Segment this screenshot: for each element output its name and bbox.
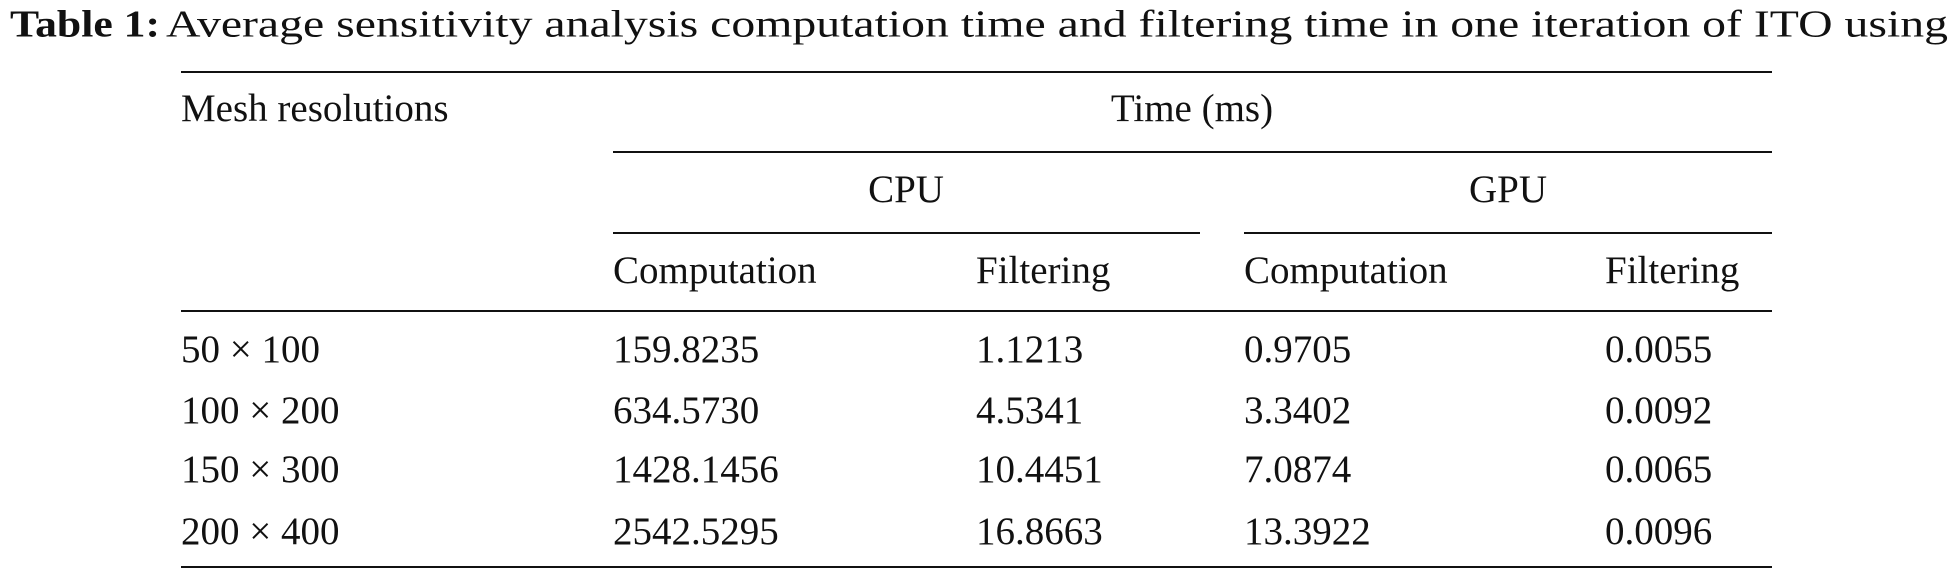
table-cell: 4.5341 [976, 389, 1083, 432]
table-cell: 7.0874 [1244, 448, 1351, 491]
column-header: Computation [1244, 249, 1448, 292]
subgroup-header: CPU [868, 168, 944, 211]
subgroup-header: GPU [1469, 168, 1547, 211]
table-cell: 0.9705 [1244, 328, 1351, 371]
table-cell: 3.3402 [1244, 389, 1351, 432]
row-label: 100 × 200 [181, 389, 340, 432]
table-cell: 0.0055 [1605, 328, 1712, 371]
table-cell: 13.3922 [1244, 510, 1371, 553]
table-cell: 159.8235 [613, 328, 759, 371]
column-header: Filtering [976, 249, 1110, 292]
row-label: 50 × 100 [181, 328, 320, 371]
table-cell: 2542.5295 [613, 510, 779, 553]
table-cell: 10.4451 [976, 448, 1103, 491]
table-cell: 1428.1456 [613, 448, 779, 491]
table-cell: 0.0096 [1605, 510, 1712, 553]
table-cell: 16.8663 [976, 510, 1103, 553]
table-cell: 0.0065 [1605, 448, 1712, 491]
caption-text: Average sensitivity analysis computation… [166, 4, 1948, 46]
table-cell: 0.0092 [1605, 389, 1712, 432]
caption-label: Table 1: [10, 4, 160, 46]
column-header: Computation [613, 249, 817, 292]
row-label: 150 × 300 [181, 448, 340, 491]
group-header: Time (ms) [1111, 87, 1273, 130]
row-label: 200 × 400 [181, 510, 340, 553]
table-cell: 634.5730 [613, 389, 759, 432]
table-cell: 1.1213 [976, 328, 1083, 371]
column-header: Filtering [1605, 249, 1739, 292]
row-header: Mesh resolutions [181, 87, 449, 130]
